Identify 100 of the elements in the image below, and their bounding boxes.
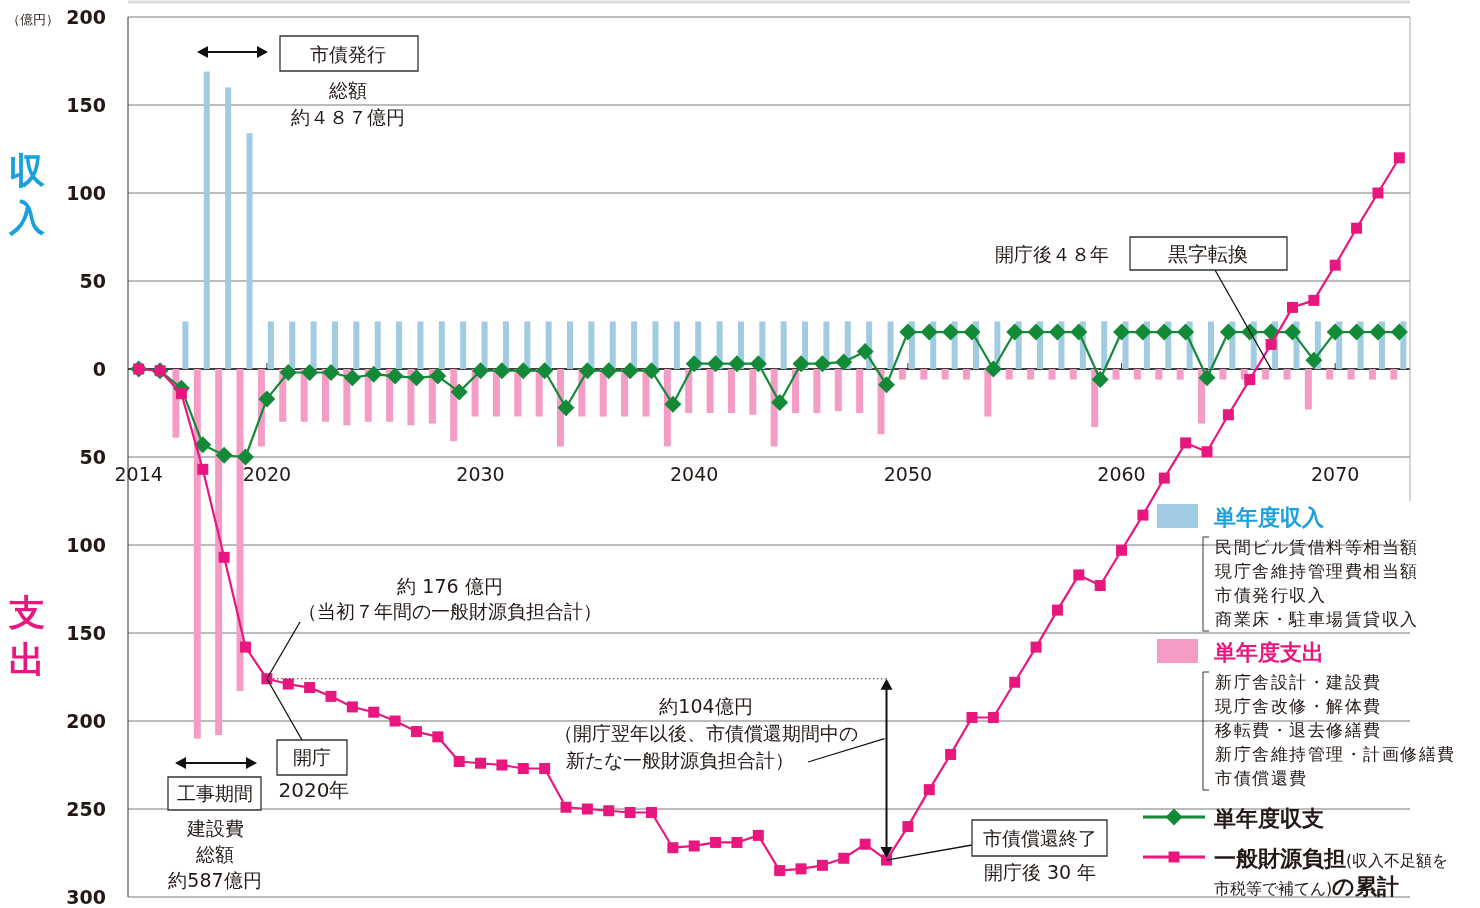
point [645,807,657,819]
bar [1027,369,1035,380]
annotation: 開庁後４８年 [995,243,1109,265]
point [856,342,874,360]
point [472,362,490,380]
legend-label: 一般財源負担(収入不足額を市税等で補てん)の累計 [1214,846,1449,899]
bar [438,321,445,369]
bar [685,369,693,413]
point [1116,544,1128,556]
annotation: 総額 [328,79,367,101]
point [1158,472,1170,484]
annotation: 開庁後 30 年 [983,861,1097,883]
point [1070,323,1088,341]
point [1283,323,1301,341]
point [1308,294,1320,306]
bar [396,321,403,369]
point [749,355,767,373]
annotation: 市債償還費 [1215,768,1308,788]
bar [1326,369,1334,380]
bar [1069,369,1077,380]
y-tick-label: 150 [66,94,106,116]
point [667,842,679,854]
bar [502,321,509,369]
annotation: 市債発行 [310,43,386,65]
point [987,711,999,723]
bar [1208,321,1215,369]
bar [1368,369,1376,380]
point [536,362,554,380]
point [453,755,465,767]
point [878,376,896,394]
point [966,711,978,723]
point [774,865,786,877]
bar [374,321,381,369]
point [365,365,383,383]
point [1201,446,1213,458]
point [301,364,319,382]
point [728,355,746,373]
point [215,446,233,464]
bar [267,321,274,369]
text: 支出 [8,592,45,680]
point [1286,301,1298,313]
y-axis-title: （億円） [7,12,59,27]
point [279,364,297,382]
point [902,821,914,833]
annotation: 建設費 [185,817,244,839]
annotation: 黒字転換 [1168,242,1248,266]
point [813,355,831,373]
bar [236,369,244,692]
point [945,748,957,760]
point [325,690,337,702]
bar [1219,369,1227,380]
point [432,731,444,743]
bar [1155,369,1163,380]
bar [834,369,842,412]
annotation: 総額 [195,843,234,865]
point [707,355,725,373]
bar [631,321,638,369]
point [1048,323,1066,341]
annotation: 商業床・駐車場賃貸収入 [1215,609,1419,629]
point [1134,323,1152,341]
x-tick-label: 2070 [1311,463,1360,485]
annotation: 工事期間 [177,782,253,804]
point [1177,323,1195,341]
point [450,383,468,401]
point [1372,187,1384,199]
point [1073,569,1085,581]
x-tick-label: 2020 [242,463,292,485]
x-tick-label: 2060 [1097,463,1146,485]
point [386,367,404,385]
legend-label: 単年度支出 [1213,640,1324,665]
bar [524,321,531,369]
x-tick-label: 2050 [883,463,933,485]
bar [920,369,928,380]
x-tick-label: 2030 [456,463,505,485]
annotation: 約104億円 [659,695,753,717]
point [517,763,529,775]
point [343,369,361,387]
bar [460,321,467,369]
bar [225,87,232,369]
annotation: 民間ビル賃借料等相当額 [1215,537,1419,557]
bar [887,321,894,369]
bar [1005,369,1013,380]
point [410,726,422,738]
point [218,551,230,563]
point [920,323,938,341]
point [237,448,255,466]
annotation: 新たな一般財源負担合計） [566,749,794,771]
point [1137,509,1149,521]
point [752,829,764,841]
point [600,362,618,380]
bar [962,369,970,380]
point [688,840,700,852]
bar [1347,369,1355,380]
bar [1283,369,1291,380]
annotation: 移転費・退去修繕費 [1215,720,1382,740]
point [664,395,682,413]
point [642,362,660,380]
point [1329,259,1341,271]
bar [246,133,253,369]
bar [215,369,223,736]
